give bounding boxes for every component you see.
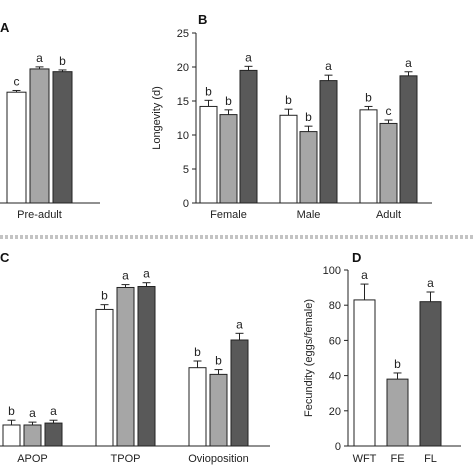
x-category-label: APOP [17,453,48,465]
significance-letter: b [305,110,312,124]
significance-letter: b [101,289,108,303]
bar [419,301,442,447]
bar [95,308,114,447]
y-tick-label: 60 [329,335,341,347]
panel-letter: D [352,250,361,265]
panel-letter: B [198,12,207,27]
significance-letter: a [122,269,129,283]
y-tick-label: 15 [177,96,189,108]
x-category-label: WFT [353,453,377,465]
significance-letter: a [50,404,57,418]
y-tick-label: 0 [183,198,189,210]
significance-letter: b [8,404,15,418]
bar [353,299,376,447]
x-category-label: FL [424,453,437,465]
bar [137,286,156,447]
significance-letter: b [285,93,292,107]
y-tick-label: 100 [323,265,341,277]
bar [44,422,63,447]
bar [199,105,218,204]
significance-letter: a [405,56,412,70]
bar [239,69,258,204]
significance-letter: b [394,357,401,371]
significance-letter: a [29,406,36,420]
y-tick-label: 80 [329,300,341,312]
bar [379,122,398,204]
significance-letter: b [225,94,232,108]
chart-panel-a: Ac a b Pre-adult [0,20,100,221]
bar [319,80,338,204]
significance-letter: a [427,276,434,290]
significance-letter: b [365,90,372,104]
bar [2,424,21,447]
y-axis-title: Longevity (d) [151,86,163,150]
significance-letter: b [205,84,212,98]
significance-letter: a [143,267,150,281]
y-axis-title: Fecundity (eggs/female) [303,299,315,417]
significance-letter: c [14,74,20,88]
bar [386,378,409,447]
x-category-label: Pre-adult [17,209,62,221]
y-tick-label: 10 [177,130,189,142]
chart-panel-d: D 0 20 40 60 80 100 Fecundity (eggs/female) a WFT… [303,250,461,465]
bar [279,114,298,204]
y-tick-label: 20 [329,406,341,418]
panel-letter: C [0,250,10,265]
significance-letter: b [194,345,201,359]
bar [52,71,73,204]
bar [219,114,238,204]
y-tick-label: 40 [329,371,341,383]
y-tick-label: 20 [177,62,189,74]
bar [23,424,42,447]
x-category-label: Female [210,209,247,221]
bar [230,339,249,447]
significance-letter: a [36,51,43,65]
bar [6,91,27,204]
significance-letter: b [59,54,66,68]
bar [209,373,228,447]
y-tick-label: 0 [335,441,341,453]
bar [399,75,418,204]
significance-letter: b [215,354,222,368]
bar [188,367,207,447]
bar [116,286,135,447]
bar [29,68,50,204]
significance-letter: a [361,268,368,282]
significance-letter: c [386,104,392,118]
bar [359,109,378,204]
x-category-label: TPOP [111,453,141,465]
bar [299,131,318,204]
significance-letter: a [325,59,332,73]
panel-letter: A [0,20,10,35]
x-category-label: FE [390,453,404,465]
significance-letter: a [245,50,252,64]
x-category-label: Ovioposition [188,453,249,465]
x-category-label: Adult [376,209,401,221]
y-tick-label: 5 [183,164,189,176]
y-tick-label: 25 [177,28,189,40]
significance-letter: a [236,317,243,331]
x-category-label: Male [297,209,321,221]
